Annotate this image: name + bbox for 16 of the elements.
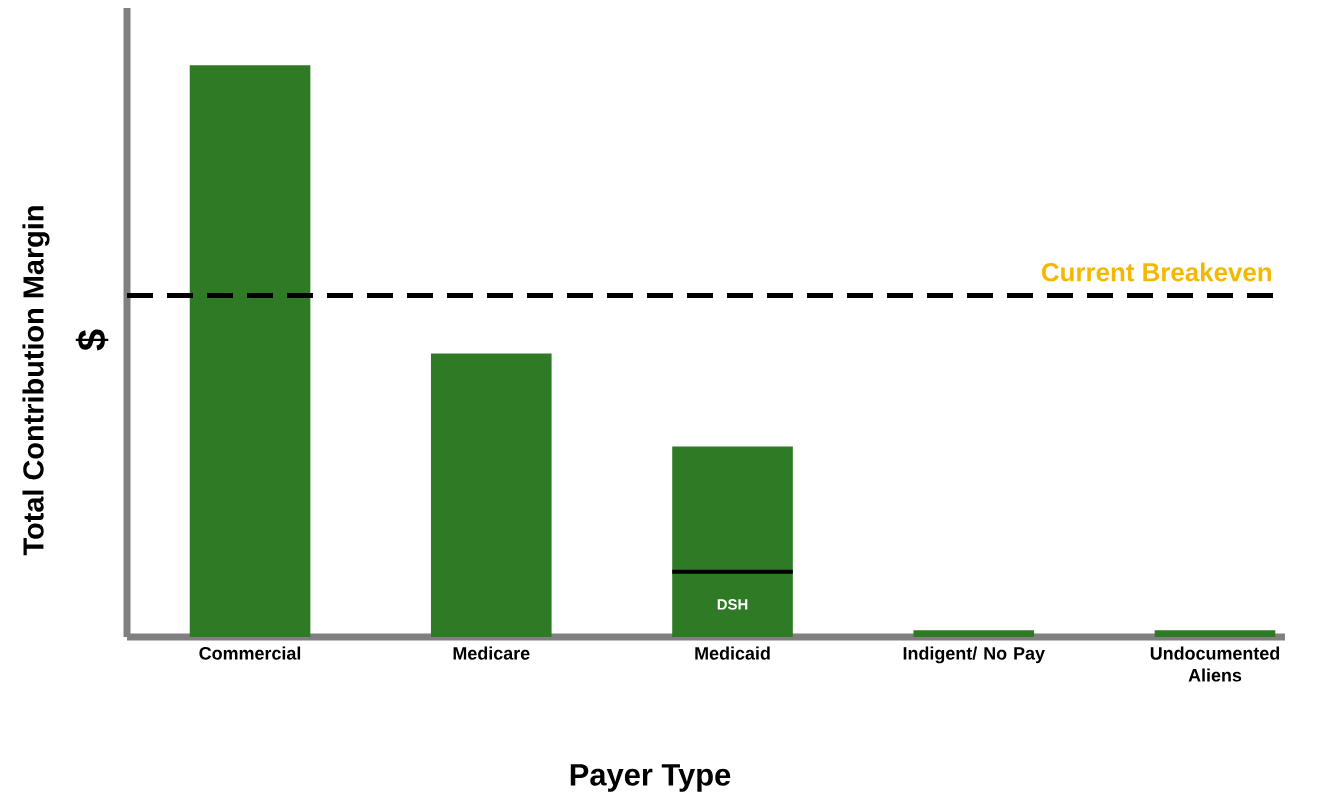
- annotation: DSH: [717, 599, 748, 610]
- bar: [672, 446, 793, 572]
- x-tick-label: Medicare: [453, 646, 530, 660]
- bar: [189, 65, 311, 637]
- bar: [672, 571, 793, 637]
- bar: [1154, 630, 1276, 637]
- x-axis-title: Payer Type: [570, 764, 731, 792]
- y-axis-title: Total Contribution Margin: [22, 206, 50, 556]
- x-tick-label: Undocumented Aliens: [1150, 646, 1280, 682]
- text: $: [75, 329, 109, 351]
- bar: [913, 630, 1035, 637]
- bar: [430, 353, 552, 637]
- ref-line-label: Current Breakeven: [1041, 262, 1272, 282]
- x-tick-label: Commercial: [199, 646, 301, 660]
- x-tick-label: Medicaid: [695, 646, 770, 660]
- x-tick-label: Indigent/ No Pay: [903, 646, 1045, 664]
